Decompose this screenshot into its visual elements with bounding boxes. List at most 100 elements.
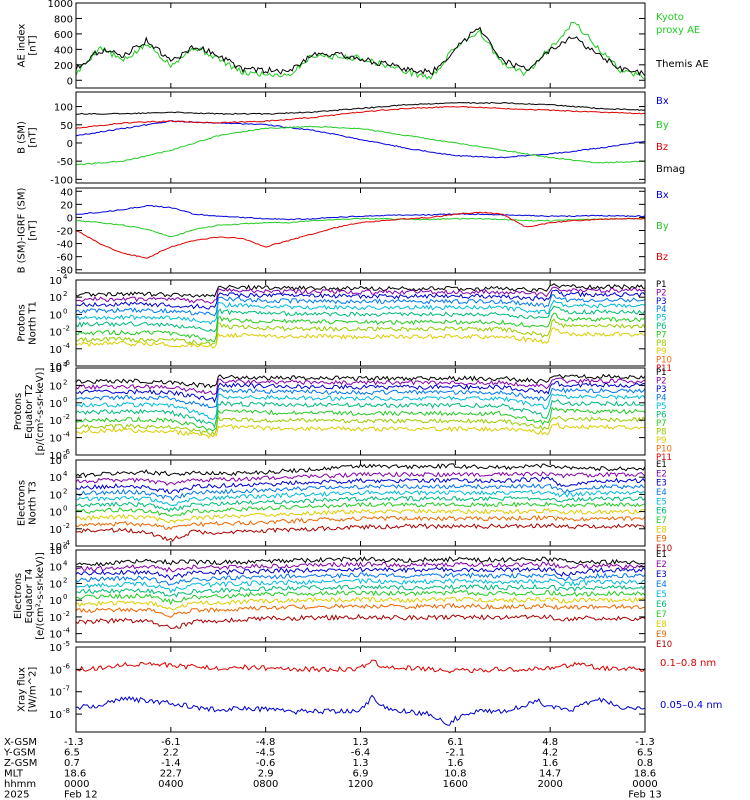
legend-label: P11 bbox=[656, 364, 672, 374]
y-tick-label: 200 bbox=[54, 61, 73, 72]
legend-label: E8 bbox=[656, 525, 667, 535]
legend-label: P5 bbox=[656, 314, 667, 324]
y-tick-label: 20 bbox=[60, 200, 73, 211]
legend-label: E3 bbox=[656, 570, 667, 580]
series-line-p2 bbox=[75, 286, 646, 304]
ephemeris-value: -6.1 bbox=[161, 737, 181, 748]
panel-frame bbox=[75, 187, 646, 274]
y-tick-exponent: 0 bbox=[63, 396, 67, 404]
y-tick-label: 100 bbox=[54, 103, 73, 114]
y-tick-exponent: -7 bbox=[63, 685, 70, 693]
series-line-p3 bbox=[75, 380, 646, 404]
y-tick-label: 10 bbox=[49, 665, 62, 676]
ephemeris-value: 18.6 bbox=[634, 769, 656, 780]
series-line-p4 bbox=[75, 387, 646, 409]
legend-label: proxy AE bbox=[656, 25, 700, 36]
y-tick-label: 10 bbox=[49, 456, 62, 467]
ephemeris-value: 1.6 bbox=[542, 758, 558, 769]
series-line-e3 bbox=[75, 566, 646, 581]
ephemeris-row-label: X-GSM bbox=[4, 737, 37, 748]
y-tick-label: 10 bbox=[49, 643, 62, 654]
y-tick-exponent: -5 bbox=[63, 640, 70, 648]
y-tick-label: 10 bbox=[49, 490, 62, 501]
ephemeris-value: -4.5 bbox=[256, 748, 276, 759]
panel-3: -80 -60 -40 -20 0 20 40 B (SM)-IGRF (SM) [nT] Bx B… bbox=[17, 187, 669, 276]
ephemeris-value: -6.4 bbox=[351, 748, 371, 759]
ephemeris-value: 0800 bbox=[253, 779, 278, 790]
ephemeris-value: 4.8 bbox=[542, 737, 558, 748]
series-line-p6 bbox=[75, 399, 646, 429]
legend-label: Bmag bbox=[656, 164, 685, 175]
y-axis-label: Xray flux bbox=[17, 667, 28, 712]
series-line-by bbox=[75, 217, 646, 238]
ephemeris-value: 0000 bbox=[632, 779, 657, 790]
y-tick-exponent: -6 bbox=[63, 359, 71, 367]
series-line-p1 bbox=[75, 373, 646, 389]
ephemeris-value: -1.4 bbox=[161, 758, 181, 769]
y-tick-label: 10 bbox=[49, 630, 62, 641]
legend-label: Kyoto bbox=[656, 12, 684, 23]
y-tick-label: 10 bbox=[49, 276, 62, 287]
series-line-e8 bbox=[75, 507, 646, 524]
series-line-0-1-0-8-nm bbox=[75, 659, 646, 674]
y-axis-label: [W/m^2] bbox=[28, 667, 39, 713]
y-axis-label: B (SM) bbox=[17, 121, 28, 154]
legend-label: 0.1–0.8 nm bbox=[660, 658, 716, 669]
ephemeris-row-label: hhmm bbox=[4, 779, 36, 790]
y-tick-exponent: -4 bbox=[63, 431, 71, 439]
legend-label: P2 bbox=[656, 288, 667, 298]
y-tick-exponent: 2 bbox=[63, 576, 67, 584]
legend-label: P9 bbox=[656, 436, 667, 446]
y-tick-exponent: -4 bbox=[63, 539, 71, 547]
y-tick-label: 40 bbox=[60, 187, 73, 198]
legend-label: E6 bbox=[656, 507, 667, 517]
series-line-e7 bbox=[75, 589, 646, 606]
series-line-p1 bbox=[75, 283, 646, 298]
ephemeris-value: 14.7 bbox=[539, 769, 561, 780]
y-axis-label: Protons bbox=[13, 393, 24, 430]
ephemeris-value: 1.6 bbox=[447, 758, 463, 769]
series-line-e4 bbox=[75, 483, 646, 502]
ephemeris-value: 2.2 bbox=[163, 748, 179, 759]
legend-label: E6 bbox=[656, 600, 667, 610]
y-tick-label: -50 bbox=[57, 157, 73, 168]
series-line-p8 bbox=[76, 318, 646, 347]
y-tick-label: 10 bbox=[49, 508, 62, 519]
ephemeris-value: 1200 bbox=[348, 779, 373, 790]
series-line-e8 bbox=[75, 596, 646, 611]
y-tick-label: -80 bbox=[57, 266, 73, 277]
y-tick-label: -20 bbox=[57, 227, 73, 238]
ephemeris-value: 6.5 bbox=[64, 748, 80, 759]
series-line-e3 bbox=[75, 476, 646, 494]
series-line-p5 bbox=[75, 393, 646, 420]
series-line-kyoto-proxy-ae bbox=[75, 22, 646, 80]
ephemeris-value: Feb 13 bbox=[628, 790, 662, 800]
y-tick-label: 10 bbox=[49, 328, 62, 339]
legend-label: P3 bbox=[656, 385, 667, 395]
legend-label: P2 bbox=[656, 377, 667, 387]
y-tick-label: 10 bbox=[49, 362, 62, 373]
y-axis-label: Equator T2 bbox=[24, 384, 35, 439]
legend-label: Bz bbox=[656, 252, 668, 263]
y-tick-label: 10 bbox=[49, 293, 62, 304]
series-line-e9 bbox=[75, 514, 646, 531]
y-tick-label: 600 bbox=[54, 30, 73, 41]
y-tick-label: 1000 bbox=[48, 0, 73, 10]
series-line-p9 bbox=[75, 422, 646, 439]
series-line-p8 bbox=[75, 415, 646, 436]
legend-label: P6 bbox=[656, 322, 667, 332]
y-axis-label: [e/(cm²-s-sr-keV)] bbox=[35, 552, 46, 640]
y-tick-label: 10 bbox=[49, 364, 62, 375]
y-tick-label: 10 bbox=[49, 451, 62, 462]
y-tick-label: 10 bbox=[49, 381, 62, 392]
y-axis-label: Electrons bbox=[17, 480, 28, 526]
y-tick-label: 10 bbox=[49, 416, 62, 427]
legend-label: P10 bbox=[656, 445, 672, 455]
legend-label: E10 bbox=[656, 544, 672, 554]
series-line-e10 bbox=[75, 522, 646, 542]
legend-label: Bx bbox=[656, 96, 669, 107]
y-tick-label: 10 bbox=[49, 542, 62, 553]
y-tick-exponent: -2 bbox=[63, 413, 70, 421]
